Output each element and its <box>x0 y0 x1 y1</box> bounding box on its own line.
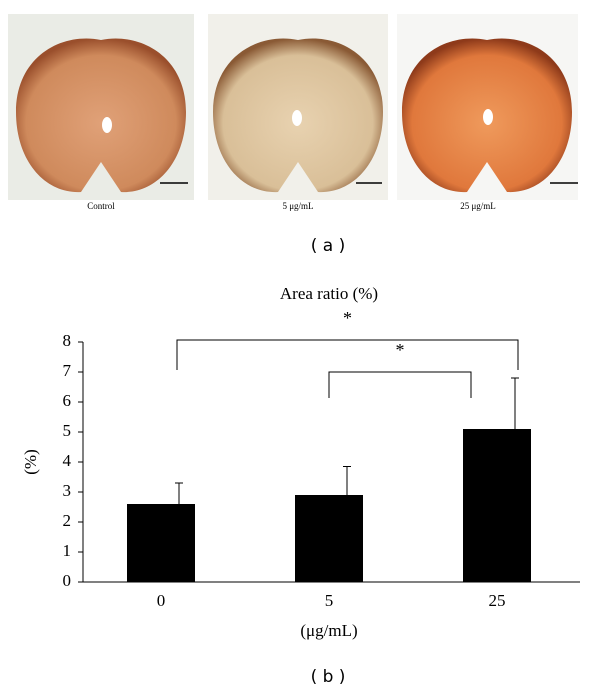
micrograph-5 <box>208 14 388 200</box>
y-tick-label: 2 <box>63 511 72 530</box>
y-tick-label: 6 <box>63 391 72 410</box>
error-bar <box>175 482 183 504</box>
micrograph-control <box>8 14 194 200</box>
y-tick-label: 8 <box>63 331 72 350</box>
y-tick-label: 3 <box>63 481 72 500</box>
bar <box>463 429 531 582</box>
bar <box>295 495 363 582</box>
x-tick-label: 0 <box>157 591 166 610</box>
significance-bracket <box>176 339 519 370</box>
image-caption: Control <box>87 201 115 211</box>
panel-label: ( b ) <box>311 667 346 687</box>
image-caption: 25 μg/mL <box>460 201 496 211</box>
chart-title: Area ratio (%) <box>280 284 378 303</box>
error-bar <box>511 377 519 429</box>
panel-label: ( a ) <box>311 236 346 256</box>
significance-label: * <box>343 308 352 328</box>
bar <box>127 504 195 582</box>
x-tick-label: 5 <box>325 591 334 610</box>
significance-bracket <box>328 371 472 398</box>
y-axis-label: (%) <box>21 449 40 474</box>
y-tick-label: 5 <box>63 421 72 440</box>
micrograph-25 <box>397 14 578 200</box>
y-tick-label: 0 <box>63 571 72 590</box>
x-tick-label: 25 <box>489 591 506 610</box>
x-axis-label: (μg/mL) <box>300 621 357 640</box>
significance-label: * <box>396 340 405 360</box>
y-tick-label: 1 <box>63 541 72 560</box>
y-tick-label: 7 <box>63 361 72 380</box>
y-tick-label: 4 <box>63 451 72 470</box>
image-caption: 5 μg/mL <box>282 201 313 211</box>
error-bar <box>343 466 351 495</box>
